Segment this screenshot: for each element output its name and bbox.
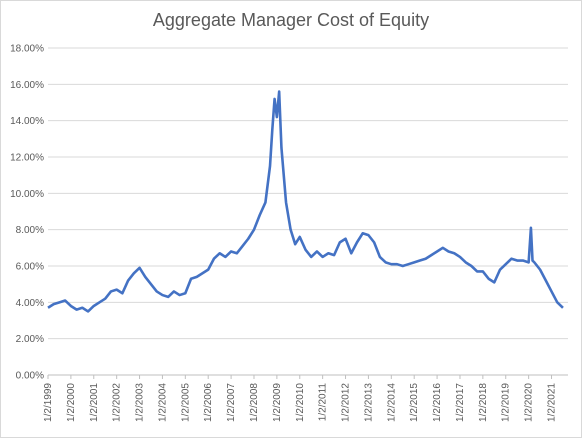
x-tick-label: 1/2/2010: [295, 383, 306, 422]
series-line: [47, 90, 564, 313]
y-tick-label: 18.00%: [10, 44, 44, 55]
gridlines: [48, 47, 568, 376]
y-tick-label: 0.00%: [16, 371, 44, 382]
x-tick-label: 1/2/2016: [432, 383, 443, 422]
y-tick-label: 16.00%: [10, 80, 44, 91]
x-tick-label: 1/2/2017: [455, 383, 466, 422]
y-tick-label: 12.00%: [10, 153, 44, 164]
x-tick-label: 1/2/2011: [318, 383, 329, 422]
x-tick-label: 1/2/2018: [478, 383, 489, 422]
y-tick-label: 4.00%: [16, 298, 44, 309]
y-tick-label: 14.00%: [10, 116, 44, 127]
x-tick-label: 1/2/2008: [249, 383, 260, 422]
y-tick-label: 6.00%: [16, 262, 44, 273]
x-tick-label: 1/2/2002: [112, 383, 123, 422]
x-tick-label: 1/2/2014: [386, 383, 397, 422]
chart-title: Aggregate Manager Cost of Equity: [152, 10, 430, 30]
x-tick-label: 1/2/2020: [524, 383, 535, 422]
x-tick-label: 1/2/1999: [43, 383, 54, 422]
y-tick-label: 2.00%: [16, 334, 44, 345]
x-tick-label: 1/2/2012: [341, 383, 352, 422]
x-tick-label: 1/2/2015: [409, 383, 420, 422]
x-tick-label: 1/2/2021: [547, 383, 558, 422]
x-tick-label: 1/2/2000: [66, 383, 77, 422]
y-tick-labels: 0.00% 2.00% 4.00% 6.00% 8.00% 10.00% 12.00% 14.…: [10, 44, 44, 382]
x-tick-label: 1/2/2009: [272, 383, 283, 422]
x-tick-label: 1/2/2001: [89, 383, 100, 422]
x-tick-label: 1/2/2005: [180, 383, 191, 422]
y-tick-label: 8.00%: [16, 225, 44, 236]
series-group: [47, 90, 564, 313]
x-tick-label: 1/2/2003: [135, 383, 146, 422]
x-tick-label: 1/2/2004: [157, 383, 168, 422]
x-tick-label: 1/2/2013: [363, 383, 374, 422]
y-tick-label: 10.00%: [10, 189, 44, 200]
x-tick-label: 1/2/2006: [203, 383, 214, 422]
x-tick-label: 1/2/2019: [501, 383, 512, 422]
x-tick-label: 1/2/2007: [226, 383, 237, 422]
x-tick-labels: 1/2/1999 1/2/2000 1/2/2001 1/2/2002 1/2/2003…: [43, 375, 558, 422]
